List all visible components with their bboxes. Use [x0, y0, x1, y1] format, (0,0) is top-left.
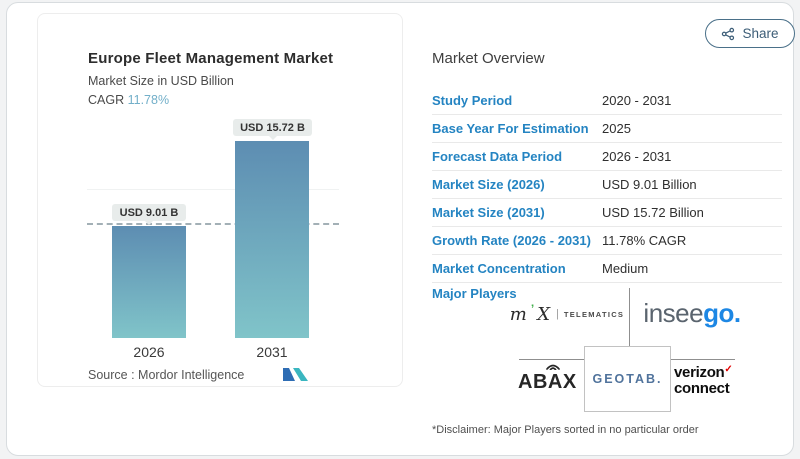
cagr-value: 11.78% [127, 93, 170, 107]
chart-title: Europe Fleet Management Market [88, 50, 334, 67]
row-value: 2020 - 2031 [602, 93, 672, 108]
row-value: Medium [602, 261, 649, 276]
connect-text: connect [674, 380, 730, 397]
disclaimer-text: *Disclaimer: Major Players sorted in no … [432, 424, 699, 436]
logo-grid-horizontal-divider-left [519, 359, 584, 360]
logo-grid-vertical-divider [629, 288, 630, 346]
row-value: 2025 [602, 121, 631, 136]
main-card: Europe Fleet Management Market Market Si… [6, 2, 795, 456]
row-label: Market Size (2031) [432, 205, 545, 220]
major-players-label: Major Players [432, 286, 517, 301]
logo-mix-telematics: m ’ X | TELEMATICS [507, 299, 627, 329]
share-button-label: Share [742, 26, 779, 41]
logo-verizon-connect: verizon✓ connect [674, 364, 740, 402]
inseego-text-gray: insee [643, 297, 704, 328]
geotab-text: GEOTAB. [592, 372, 663, 386]
chart-cagr-line: CAGR 11.78% [88, 93, 169, 107]
abax-text: ABAX [518, 371, 577, 393]
row-label: Market Concentration [432, 261, 566, 276]
market-chart-card: Europe Fleet Management Market Market Si… [37, 13, 403, 387]
row-value: 11.78% CAGR [602, 233, 687, 248]
verizon-check-icon: ✓ [724, 364, 733, 375]
row-value: USD 15.72 Billion [602, 205, 704, 220]
mix-separator: | [556, 308, 559, 320]
logo-geotab-box: GEOTAB. [584, 346, 671, 412]
row-value: 2026 - 2031 [602, 149, 672, 164]
source-attribution: Source : Mordor Intelligence [88, 368, 244, 382]
reference-dashed-line [87, 223, 339, 225]
overview-table: Study Period 2020 - 2031 Base Year For E… [432, 87, 782, 283]
table-row: Market Size (2031) USD 15.72 Billion [432, 199, 782, 227]
x-axis-label-2031: 2031 [256, 344, 288, 360]
logo-abax: ABAX [515, 359, 583, 403]
mordor-intelligence-logo-icon [282, 365, 309, 382]
mix-script-x: X [537, 303, 552, 325]
wifi-arc-icon [545, 361, 561, 370]
row-label: Base Year For Estimation [432, 121, 589, 136]
mix-green-tick-icon: ’ [530, 302, 535, 316]
share-button[interactable]: Share [705, 19, 795, 48]
mix-script-m: m [509, 303, 528, 325]
logo-grid-horizontal-divider-right [671, 359, 735, 360]
table-row: Base Year For Estimation 2025 [432, 115, 782, 143]
table-row: Study Period 2020 - 2031 [432, 87, 782, 115]
bar-value-label-2026: USD 9.01 B [112, 204, 186, 225]
source-label: Source : [88, 368, 135, 382]
cagr-label: CAGR [88, 93, 125, 107]
row-label: Market Size (2026) [432, 177, 545, 192]
x-axis-label-2026: 2026 [133, 344, 165, 360]
mix-telematics-word: TELEMATICS [563, 309, 625, 319]
chart-gridline [87, 189, 339, 190]
table-row: Growth Rate (2026 - 2031) 11.78% CAGR [432, 227, 782, 255]
source-value: Mordor Intelligence [138, 368, 245, 382]
row-label: Forecast Data Period [432, 149, 563, 164]
table-row: Forecast Data Period 2026 - 2031 [432, 143, 782, 171]
bar-value-label-2031: USD 15.72 B [233, 119, 312, 140]
table-row: Market Concentration Medium [432, 255, 782, 283]
inseego-text-blue: go. [703, 297, 741, 328]
bar-2031 [235, 141, 309, 338]
chart-subtitle: Market Size in USD Billion [88, 74, 234, 88]
bar-2026 [112, 226, 186, 338]
row-value: USD 9.01 Billion [602, 177, 697, 192]
share-icon [721, 27, 735, 41]
overview-heading: Market Overview [432, 50, 545, 67]
table-row: Market Size (2026) USD 9.01 Billion [432, 171, 782, 199]
row-label: Growth Rate (2026 - 2031) [432, 233, 591, 248]
row-label: Study Period [432, 93, 513, 108]
logo-inseego: insee go. [633, 291, 751, 335]
verizon-text: verizon [674, 364, 725, 381]
